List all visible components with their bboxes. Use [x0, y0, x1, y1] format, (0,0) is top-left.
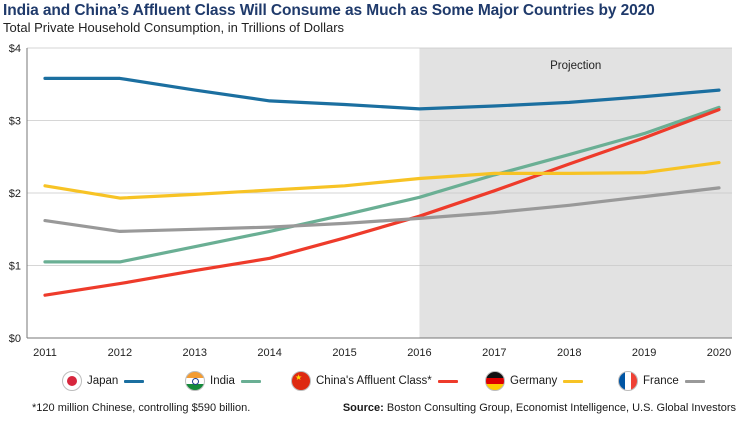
legend-label-china: China's Affluent Class* — [316, 375, 432, 387]
x-tick-label: 2016 — [407, 347, 431, 359]
series-line-india — [43, 105, 721, 264]
legend-swatch-france — [684, 379, 705, 383]
chart-title: India and China’s Affluent Class Will Co… — [3, 2, 655, 19]
x-tick-label: 2020 — [707, 347, 731, 359]
china-flag-icon: ★ — [291, 371, 311, 391]
x-tick-label: 2011 — [33, 347, 57, 359]
x-tick-label: 2017 — [482, 347, 506, 359]
source-note: Source: Boston Consulting Group, Economi… — [343, 402, 736, 414]
legend-swatch-germany — [563, 379, 584, 383]
legend-swatch-india — [240, 379, 261, 383]
series-line-france — [43, 186, 721, 233]
legend-swatch-china — [437, 379, 458, 383]
legend-label-france: France — [643, 375, 679, 387]
y-tick-label: $3 — [9, 116, 21, 128]
y-tick-label: $0 — [9, 333, 21, 345]
x-tick-label: 2019 — [632, 347, 656, 359]
legend-item-france: France — [618, 370, 705, 392]
legend-swatch-japan — [124, 379, 145, 383]
legend-label-japan: Japan — [87, 375, 119, 387]
france-flag-icon — [618, 371, 638, 391]
x-tick-label: 2013 — [183, 347, 207, 359]
y-tick-label: $1 — [9, 261, 21, 273]
germany-flag-icon — [485, 371, 505, 391]
legend-item-china: ★ China's Affluent Class* — [291, 370, 458, 392]
india-flag-icon — [185, 371, 205, 391]
x-tick-label: 2018 — [557, 347, 581, 359]
chart-subtitle: Total Private Household Consumption, in … — [3, 20, 345, 35]
legend-item-germany: Germany — [485, 370, 584, 392]
legend-item-japan: Japan — [62, 370, 145, 392]
x-tick-label: 2014 — [257, 347, 281, 359]
legend-label-germany: Germany — [510, 375, 558, 387]
series-line-japan — [43, 76, 721, 111]
legend-label-india: India — [210, 375, 235, 387]
japan-flag-icon — [62, 371, 82, 391]
y-tick-label: $2 — [9, 188, 21, 200]
footnote: *120 million Chinese, controlling $590 b… — [32, 402, 251, 414]
series-line-china-s-affluent-class — [43, 107, 721, 297]
y-tick-label: $4 — [9, 43, 21, 55]
legend-item-india: India — [185, 370, 261, 392]
series-line-germany — [43, 161, 721, 200]
source-text: Boston Consulting Group, Economist Intel… — [386, 402, 736, 414]
projection-label: Projection — [550, 60, 601, 72]
x-tick-label: 2015 — [332, 347, 356, 359]
x-tick-label: 2012 — [108, 347, 132, 359]
source-label: Source: — [342, 402, 384, 414]
